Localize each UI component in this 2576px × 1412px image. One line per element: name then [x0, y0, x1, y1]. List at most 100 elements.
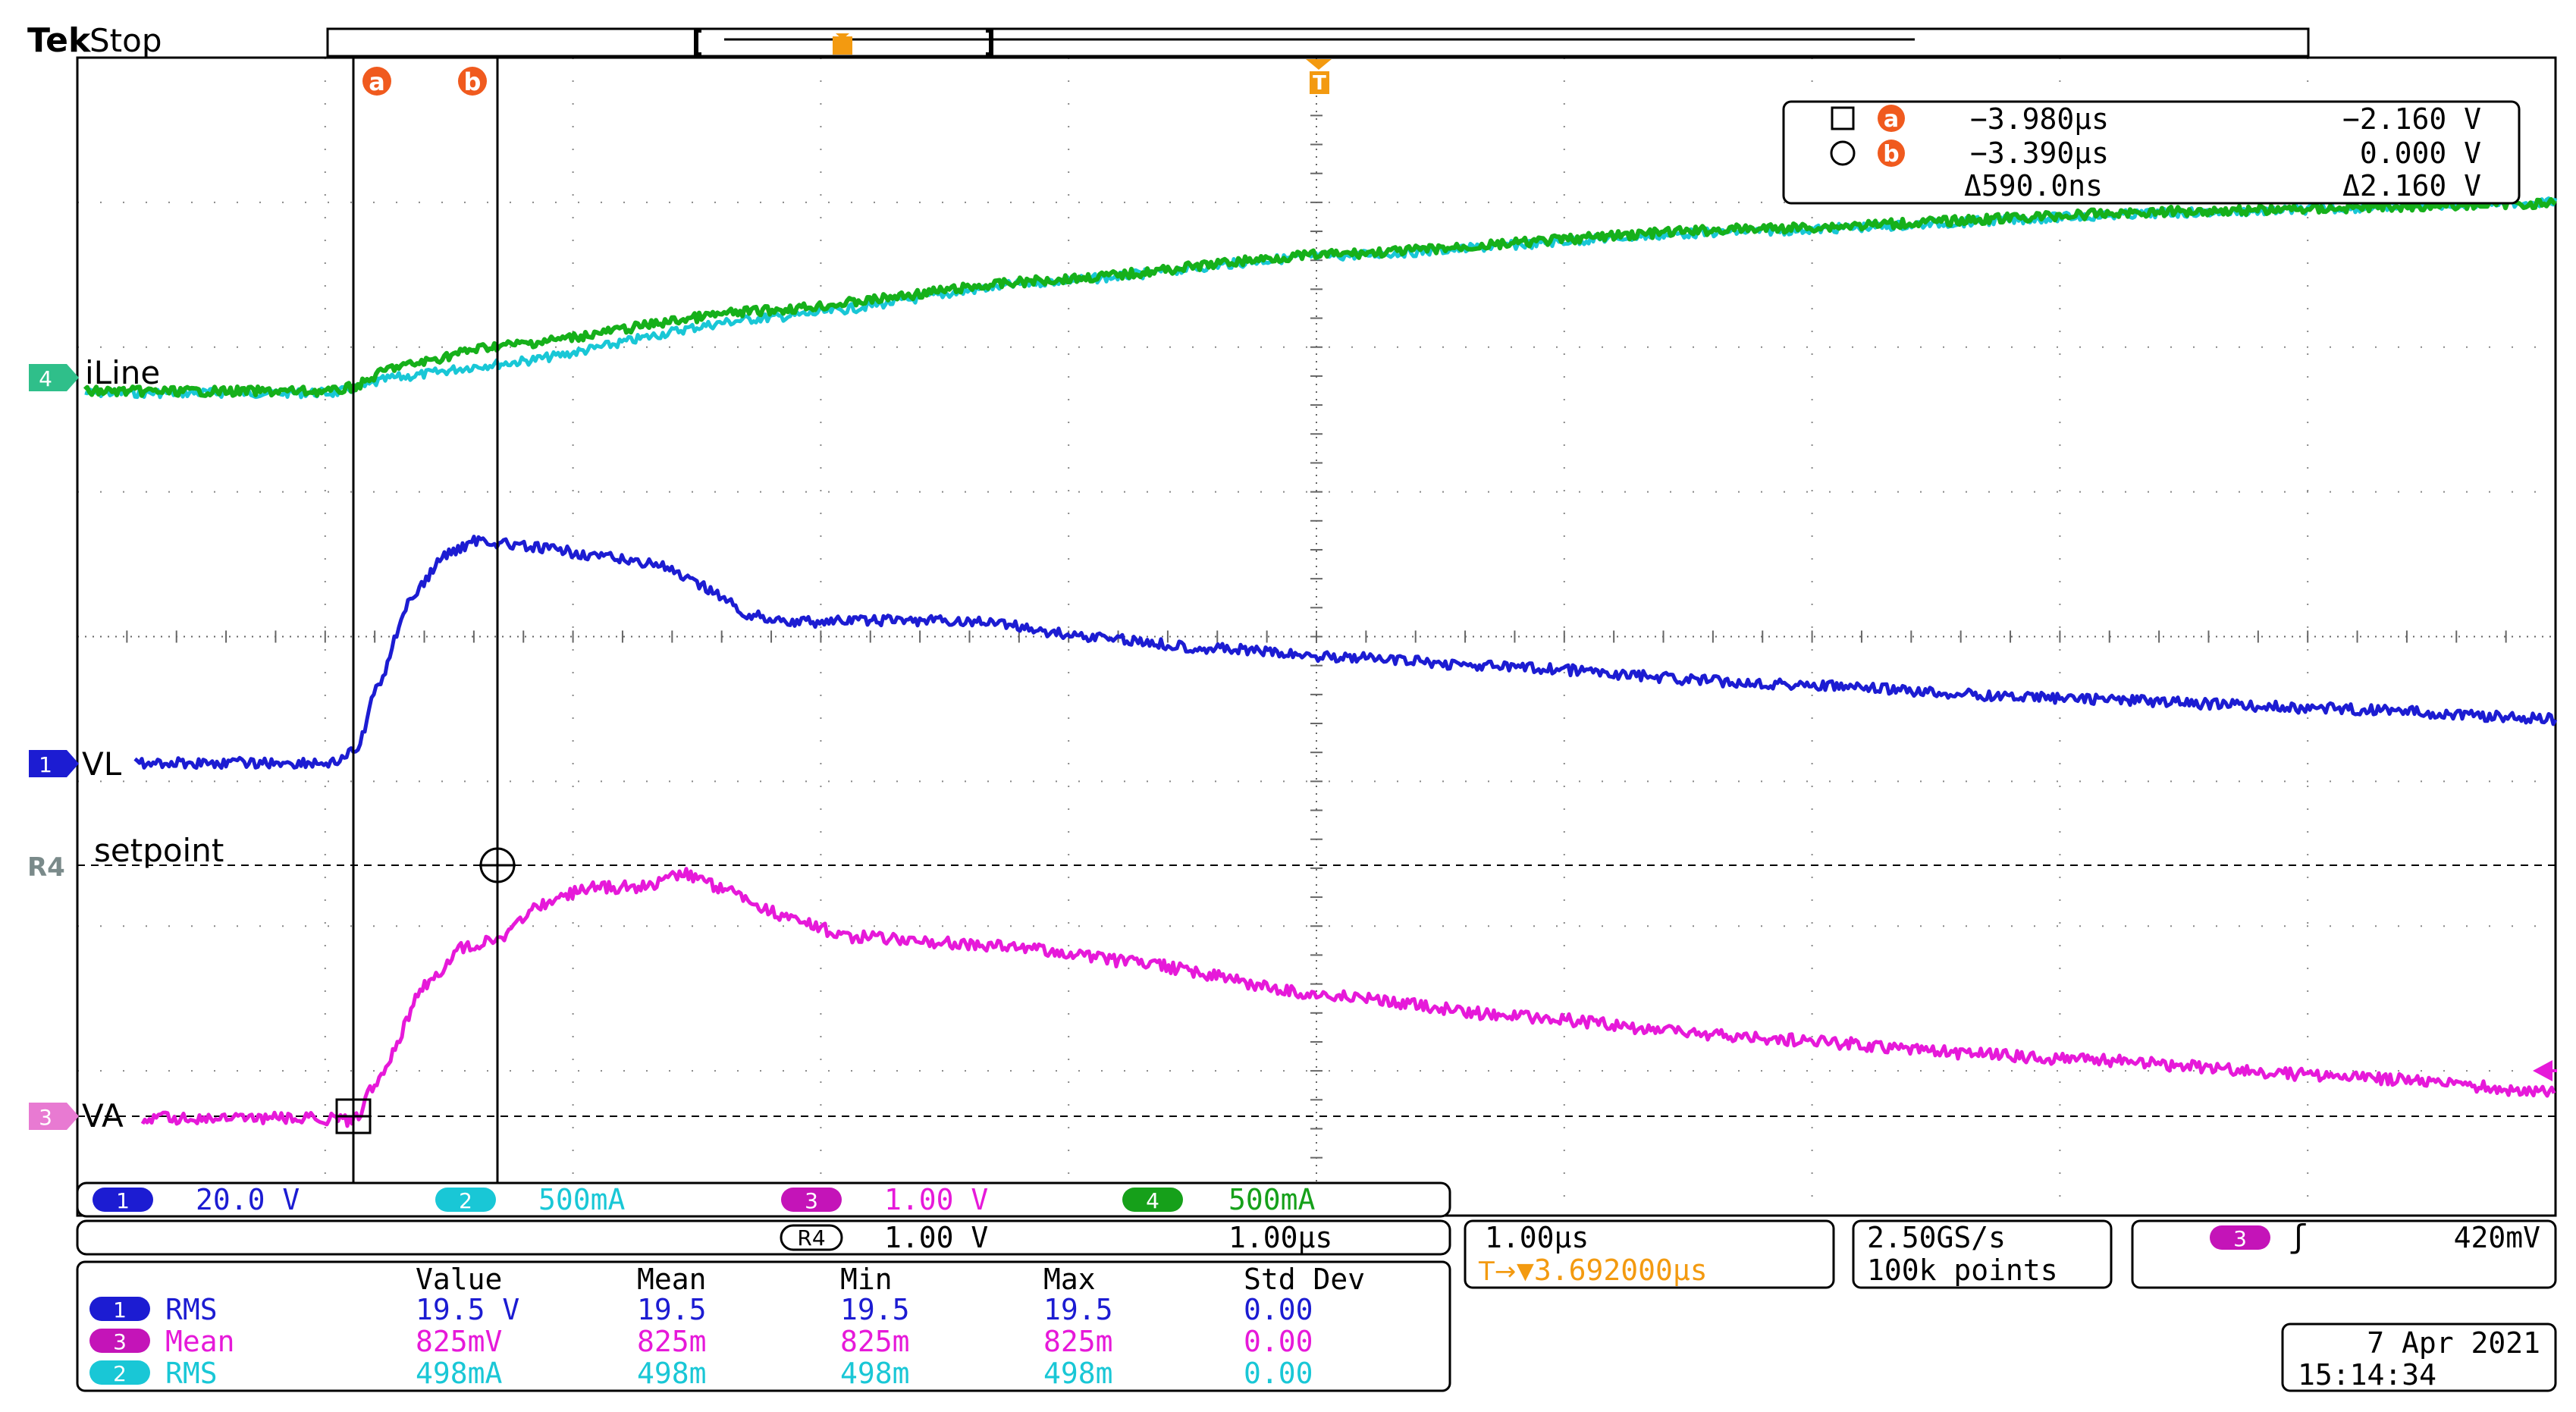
- cursor-b-value: 0.000 V: [2360, 136, 2481, 170]
- svg-text:4: 4: [39, 366, 52, 391]
- cursor-b-crosshair-icon: [479, 847, 516, 883]
- record-trigger-marker-icon: [833, 33, 852, 55]
- cursor-a-readout-icon: [1878, 105, 1905, 132]
- svg-text:2: 2: [459, 1188, 472, 1213]
- ch3-trigger-level-icon[interactable]: [2533, 1060, 2557, 1081]
- time-label: 15:14:34: [2298, 1358, 2436, 1392]
- sample-rate: 2.50GS/s: [1867, 1221, 2006, 1254]
- cursor-a-crosshair-icon: [335, 1098, 372, 1134]
- svg-text:0.00: 0.00: [1244, 1357, 1313, 1390]
- svg-text:3: 3: [2233, 1226, 2247, 1251]
- ch3-label: VA: [82, 1097, 124, 1134]
- ch4-ground-marker[interactable]: 4: [29, 364, 79, 391]
- waveform-traces: [83, 196, 2558, 1128]
- svg-text:19.5 V: 19.5 V: [416, 1293, 519, 1326]
- table-row: 3 Mean 825mV 825m 825m 825m 0.00: [89, 1325, 1313, 1358]
- svg-text:2: 2: [113, 1361, 127, 1386]
- svg-text:19.5: 19.5: [637, 1293, 707, 1326]
- timebase-panel[interactable]: 1.00µs T→ ▼3.692000µs: [1464, 1219, 1835, 1289]
- ch3-va-trace: [140, 867, 2556, 1128]
- acquisition-status: Stop: [89, 22, 162, 59]
- ch4-scale: 500mA: [1228, 1183, 1316, 1216]
- svg-text:b: b: [464, 67, 482, 96]
- trigger-position: ▼3.692000µs: [1517, 1254, 1708, 1287]
- datetime-panel: 7 Apr 2021 15:14:34: [2281, 1323, 2557, 1392]
- ch1-vl-trace: [133, 535, 2558, 770]
- record-length: 100k points: [1867, 1254, 2058, 1287]
- svg-text:0.00: 0.00: [1244, 1325, 1313, 1358]
- ch3-ground-marker[interactable]: 3: [29, 1103, 79, 1130]
- cursor-a-marker-icon[interactable]: a: [362, 67, 391, 96]
- trigger-panel[interactable]: 3 ʃ 420mV: [2131, 1218, 2557, 1289]
- svg-text:19.5: 19.5: [840, 1293, 910, 1326]
- svg-text:4: 4: [1146, 1188, 1159, 1213]
- svg-text:825m: 825m: [637, 1325, 707, 1358]
- measurement-header: Max: [1043, 1263, 1096, 1296]
- measurement-header: Value: [416, 1263, 502, 1296]
- svg-text:498mA: 498mA: [416, 1357, 503, 1390]
- ref4-scale: 1.00 V: [884, 1221, 988, 1254]
- acquisition-panel[interactable]: 2.50GS/s 100k points: [1852, 1219, 2113, 1289]
- ch3-scale: 1.00 V: [884, 1183, 988, 1216]
- svg-text:19.5: 19.5: [1043, 1293, 1113, 1326]
- ch1-scale: 20.0 V: [196, 1183, 300, 1216]
- record-overview-bar[interactable]: [326, 27, 2310, 58]
- trigger-level: 420mV: [2454, 1221, 2540, 1254]
- svg-text:1: 1: [113, 1297, 127, 1323]
- svg-text:825mV: 825mV: [416, 1325, 502, 1358]
- cursor-readout-panel: a −3.980µs −2.160 V b −3.390µs 0.000 V Δ…: [1782, 100, 2521, 205]
- table-row: 1 RMS 19.5 V 19.5 19.5 19.5 0.00: [89, 1293, 1313, 1326]
- channel-scale-bar[interactable]: 1 20.0 V 2 500mA 3 1.00 V 4 500mA: [76, 1181, 1451, 1218]
- svg-text:T: T: [1313, 72, 1326, 95]
- svg-text:3: 3: [113, 1329, 127, 1354]
- graticule: [77, 57, 2556, 1216]
- svg-text:825m: 825m: [1043, 1325, 1113, 1358]
- svg-text:498m: 498m: [1043, 1357, 1113, 1390]
- cursor-b-readout-icon: [1878, 140, 1905, 167]
- svg-text:a: a: [369, 67, 385, 96]
- ref4-time-scale: 1.00µs: [1228, 1221, 1332, 1254]
- date-label: 7 Apr 2021: [2367, 1326, 2540, 1360]
- svg-text:RMS: RMS: [165, 1293, 218, 1326]
- measurement-header: Std Dev: [1244, 1263, 1365, 1296]
- svg-text:RMS: RMS: [165, 1357, 218, 1390]
- svg-text:Mean: Mean: [165, 1325, 235, 1358]
- cursor-delta-value: Δ2.160 V: [2342, 169, 2481, 202]
- trigger-position-icon: T→: [1478, 1257, 1516, 1287]
- ref4-label: setpoint: [94, 832, 224, 869]
- cursor-b-time: −3.390µs: [1970, 136, 2109, 170]
- svg-text:3: 3: [805, 1188, 818, 1213]
- svg-text:1: 1: [116, 1188, 130, 1213]
- svg-text:b: b: [1883, 141, 1899, 168]
- ch4-label: iLine: [85, 354, 160, 391]
- svg-text:1: 1: [39, 752, 52, 777]
- square-cursor-icon: [1831, 106, 1855, 130]
- cursor-a-time: −3.980µs: [1970, 102, 2109, 136]
- timebase-per-div: 1.00µs: [1485, 1221, 1589, 1254]
- reference-scale-bar[interactable]: R4 1.00 V 1.00µs: [76, 1219, 1451, 1256]
- cursor-delta-time: Δ590.0ns: [1964, 169, 2103, 202]
- svg-text:R4: R4: [797, 1225, 825, 1250]
- svg-text:a: a: [1884, 106, 1899, 133]
- measurement-header: Min: [840, 1263, 893, 1296]
- cursor-a-value: −2.160 V: [2342, 102, 2481, 136]
- ch2-current-trace: [84, 196, 2558, 400]
- measurement-header: Mean: [637, 1263, 707, 1296]
- cursor-b-marker-icon[interactable]: b: [458, 67, 487, 96]
- ch2-scale: 500mA: [538, 1183, 626, 1216]
- circle-cursor-icon: [1830, 140, 1856, 166]
- svg-text:825m: 825m: [840, 1325, 910, 1358]
- svg-text:498m: 498m: [840, 1357, 910, 1390]
- ch1-label: VL: [82, 745, 122, 783]
- svg-text:498m: 498m: [637, 1357, 707, 1390]
- svg-text:3: 3: [39, 1105, 52, 1130]
- trigger-position-marker-icon[interactable]: T: [1306, 59, 1332, 95]
- table-row: 2 RMS 498mA 498m 498m 498m 0.00: [89, 1357, 1313, 1390]
- measurement-table: Value Mean Min Max Std Dev 1 RMS 19.5 V …: [76, 1260, 1451, 1392]
- trigger-slope-icon: ʃ: [2289, 1218, 2308, 1255]
- ch1-ground-marker[interactable]: 1: [29, 750, 79, 777]
- svg-text:0.00: 0.00: [1244, 1293, 1313, 1326]
- brand-label: Tek: [27, 21, 92, 60]
- ref4-marker[interactable]: R4: [27, 852, 65, 883]
